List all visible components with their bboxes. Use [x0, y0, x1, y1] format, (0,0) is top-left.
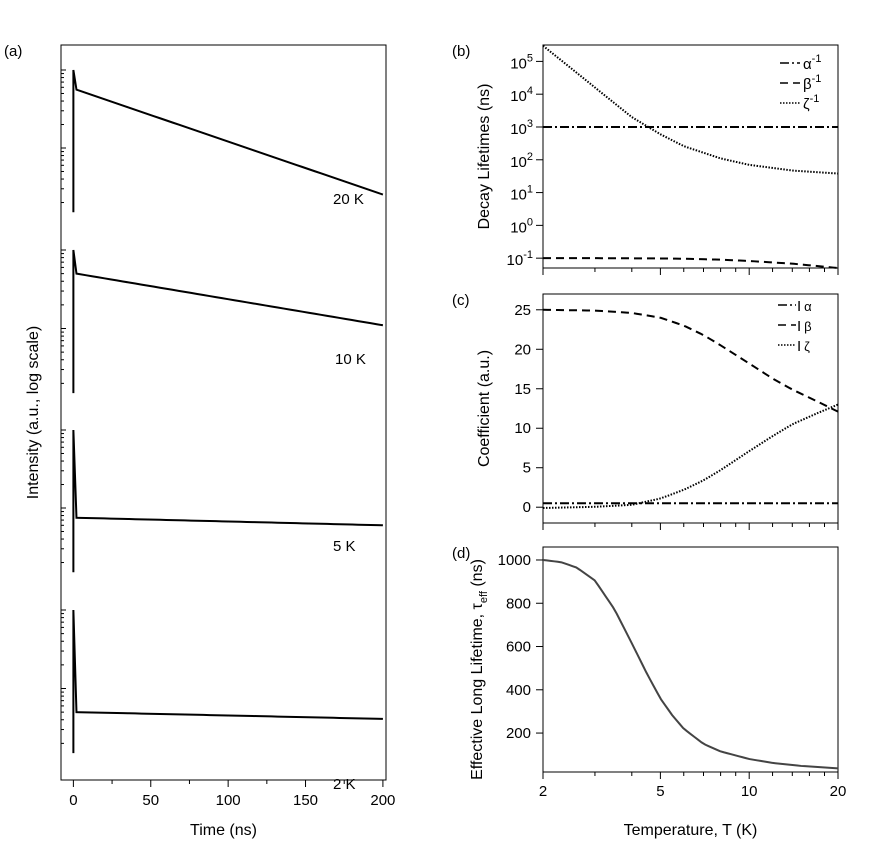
x-tick-label-d: 10: [741, 783, 758, 800]
x-axis-label-a: Time (ns): [190, 822, 257, 839]
panel-b-frame: [542, 44, 839, 269]
y-tick-label-d: 600: [506, 639, 531, 656]
y-axis-label-b: Decay Lifetimes (ns): [476, 84, 493, 230]
y-tick-label-c: 0: [523, 499, 531, 516]
panel-c-frame: [542, 293, 839, 524]
series-beta^-1: [543, 257, 839, 270]
trace-label-5K: 5 K: [333, 538, 356, 555]
trace-label-20K: 20 K: [333, 191, 364, 208]
y-tick-label-c: 5: [523, 460, 531, 477]
legend-label-b: ζ-1: [803, 93, 819, 113]
y-axis-label-d: Effective Long Lifetime, τeff (ns): [469, 559, 490, 780]
x-tick-label-a: 100: [216, 792, 241, 809]
panel-label-d: (d): [452, 545, 470, 562]
y-axis-label-c: Coefficient (a.u.): [476, 350, 493, 467]
y-tick-label-b: 102: [510, 151, 533, 171]
x-tick-label-d: 2: [539, 783, 547, 800]
trace-5K: [72, 429, 383, 573]
y-tick-label-c: 20: [514, 341, 531, 358]
panel-a-frame: [60, 44, 387, 781]
y-tick-label-d: 200: [506, 725, 531, 742]
x-tick-label-a: 0: [69, 792, 77, 809]
legend-label-b: α-1: [803, 53, 821, 73]
panel-label-a: (a): [4, 43, 22, 60]
y-tick-label-d: 800: [506, 595, 531, 612]
trace-label-10K: 10 K: [335, 351, 366, 368]
y-axis-label-a: Intensity (a.u., log scale): [25, 326, 42, 499]
series-I_zeta: [542, 403, 839, 509]
series-tau-eff: [542, 558, 839, 770]
y-tick-label-d: 1000: [498, 552, 531, 569]
panel-d-frame: [542, 546, 839, 773]
trace-10K: [72, 249, 384, 394]
legend-label-b: β-1: [803, 73, 821, 93]
y-tick-label-d: 400: [506, 682, 531, 699]
trace-label-2K: 2 K: [333, 776, 356, 793]
y-tick-label-b: 104: [510, 85, 533, 105]
x-tick-label-d: 20: [830, 783, 847, 800]
y-tick-label-b: 103: [510, 118, 533, 138]
x-axis-label-d: Temperature, T (K): [624, 822, 758, 839]
trace-20K: [72, 69, 384, 213]
y-tick-label-b: 101: [510, 184, 533, 204]
x-tick-label-a: 50: [142, 792, 159, 809]
panel-label-c: (c): [452, 292, 470, 309]
x-tick-label-a: 200: [370, 792, 395, 809]
y-tick-label-b: 105: [510, 52, 533, 72]
series-zeta^-1: [542, 44, 839, 175]
x-tick-label-d: 5: [656, 783, 664, 800]
series-I_beta: [542, 308, 839, 413]
panel-label-b: (b): [452, 43, 470, 60]
x-tick-label-a: 150: [293, 792, 318, 809]
y-tick-label-b: 100: [510, 216, 533, 236]
y-tick-label-c: 25: [514, 302, 531, 319]
trace-2K: [72, 609, 383, 754]
y-tick-label-c: 10: [514, 420, 531, 437]
y-tick-label-c: 15: [514, 381, 531, 398]
y-tick-label-b: 10-1: [507, 249, 533, 269]
